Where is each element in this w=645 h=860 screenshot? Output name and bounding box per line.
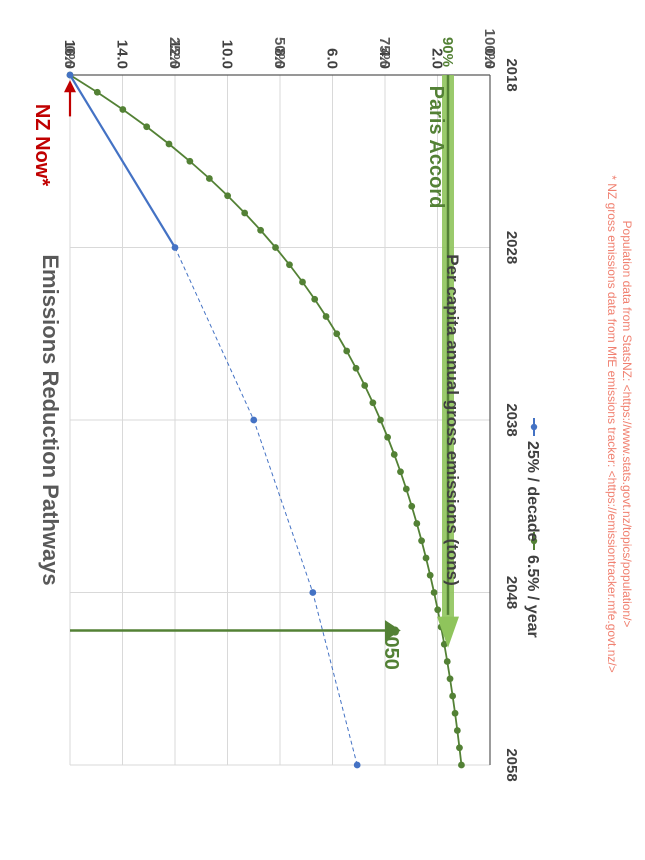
- y-tick-label: 2.0: [429, 48, 446, 69]
- pct-tick-label: 50%: [271, 37, 288, 67]
- data-point-6-5-per-year: [449, 692, 457, 700]
- data-point-6-5-per-year: [311, 295, 319, 303]
- pct-tick-label: 100%: [481, 29, 498, 67]
- data-point-6-5-per-year: [384, 433, 392, 441]
- legend-label-green: 6.5% / year: [524, 555, 541, 638]
- data-point-6-5-per-year: [343, 347, 351, 355]
- y-tick-label: 8.0: [271, 48, 288, 69]
- y-tick-label: 12.0: [166, 40, 183, 69]
- y-tick-label: 4.0: [376, 48, 393, 69]
- data-point-6-5-per-year: [402, 485, 410, 493]
- data-point-6-5-per-year: [456, 744, 463, 752]
- data-point-6-5-per-year: [299, 278, 306, 286]
- pct-90-label: 90%: [439, 37, 456, 67]
- data-point-6-5-per-year: [333, 330, 341, 338]
- data-point-6-5-per-year: [165, 140, 173, 148]
- x-tick-label: 2048: [503, 576, 520, 609]
- legend-marker-green: [530, 537, 538, 545]
- data-point-6-5-per-year: [453, 727, 461, 734]
- chart-title: Emissions Reduction Pathways: [38, 254, 63, 585]
- year-2050-label: 2050: [380, 625, 402, 670]
- data-point-6-5-per-year: [241, 209, 249, 217]
- y-tick-label: 16.0: [61, 40, 78, 69]
- paris-accord-arrowhead: [437, 616, 459, 648]
- year-2050-arrowhead: [385, 620, 401, 641]
- data-point-6-5-per-year: [352, 364, 360, 372]
- x-tick-label: 2058: [503, 748, 520, 781]
- y-tick-label: 6.0: [324, 48, 341, 69]
- data-point-6-5-per-year: [390, 451, 398, 458]
- series-line-25-per-decade-dashed: [174, 247, 358, 766]
- y-axis-label: Per capita annual gross emissions (tons): [443, 254, 462, 586]
- grid-lines: 0.0 2.0 4.0 6.0 8.0 10.0 12.0 14.0 16.0 2018 2028 2…: [61, 29, 520, 782]
- data-point-25-per-decade: [353, 761, 361, 769]
- data-point-6-5-per-year: [422, 554, 430, 562]
- data-point-6-5-per-year: [426, 571, 434, 579]
- data-point-6-5-per-year: [369, 399, 377, 407]
- y-tick-label: 10.0: [219, 40, 236, 69]
- series-line-25-per-decade-solid: [69, 74, 176, 249]
- data-point-6-5-per-year: [143, 123, 151, 131]
- annotations: Paris Accord NZ Now* 2050 90%: [31, 37, 459, 670]
- y-tick-label: 0.0: [481, 48, 498, 69]
- data-point-6-5-per-year: [458, 761, 465, 769]
- data-point-6-5-per-year: [286, 261, 293, 269]
- nz-now-arrowhead: [64, 80, 76, 93]
- nz-now-label: NZ Now*: [31, 104, 53, 186]
- data-point-6-5-per-year: [205, 175, 213, 182]
- data-point-6-5-per-year: [451, 709, 459, 717]
- legend: 6.5% / year 25% / decade: [524, 418, 541, 638]
- data-point-6-5-per-year: [430, 589, 438, 596]
- x-tick-label: 2028: [503, 231, 520, 264]
- pct-tick-label: 25%: [166, 37, 183, 67]
- y-tick-label: 14.0: [114, 40, 131, 69]
- data-point-6-5-per-year: [361, 382, 369, 389]
- data-point-6-5-per-year: [413, 520, 421, 527]
- data-point-6-5-per-year: [440, 640, 448, 648]
- data-point-6-5-per-year: [377, 416, 384, 424]
- data-point-6-5-per-year: [272, 244, 279, 251]
- data-point-6-5-per-year: [408, 502, 416, 510]
- data-point-6-5-per-year: [434, 606, 442, 614]
- x-tick-label: 2018: [503, 58, 520, 91]
- data-point-6-5-per-year: [443, 658, 451, 665]
- legend-marker-blue: [530, 423, 538, 431]
- legend-label-blue: 25% / decade: [524, 441, 541, 542]
- data-point-25-per-decade: [309, 589, 317, 596]
- data-point-6-5-per-year: [119, 106, 127, 113]
- paris-accord-label: Paris Accord: [425, 86, 447, 209]
- data-point-6-5-per-year: [322, 313, 330, 320]
- data-point-6-5-per-year: [224, 192, 232, 200]
- x-tick-label: 2038: [503, 403, 520, 436]
- data-point-6-5-per-year: [418, 537, 425, 545]
- data-point-6-5-per-year: [186, 157, 194, 165]
- chart-marks: [66, 71, 465, 769]
- data-point-25-per-decade: [171, 244, 179, 251]
- data-point-25-per-decade: [250, 416, 258, 424]
- data-point-6-5-per-year: [257, 226, 265, 234]
- footnote-2: Population data from StatsNZ: <https://w…: [620, 221, 634, 628]
- data-point-25-per-decade: [66, 71, 74, 79]
- data-point-6-5-per-year: [446, 675, 454, 683]
- footnote-1: * NZ gross emissions data from MfE emiss…: [605, 175, 619, 673]
- pct-tick-label: 75%: [376, 37, 393, 67]
- data-point-6-5-per-year: [397, 468, 404, 476]
- data-point-6-5-per-year: [93, 88, 101, 96]
- pct-tick-label: 0%: [61, 45, 78, 67]
